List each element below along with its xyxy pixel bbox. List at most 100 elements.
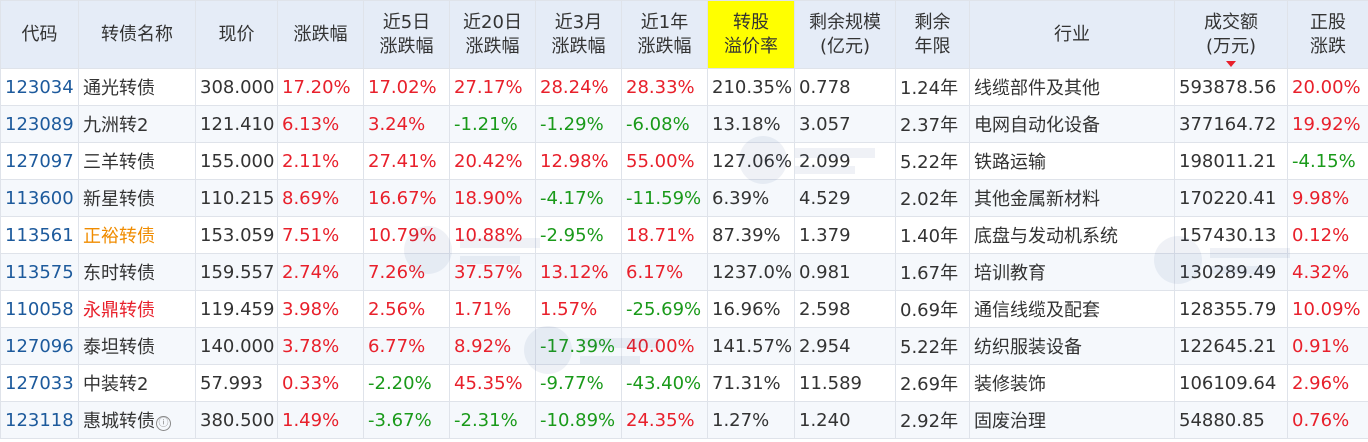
table-row[interactable]: 123118 惠城转债 ⓘ 380.500 1.49% -3.67% -2.31% -10.8… xyxy=(0,401,1368,439)
change-1y-cell: -11.59% xyxy=(621,179,708,217)
remaining-years-text: 5.22年 xyxy=(900,337,959,358)
header-change-5d[interactable]: 近5日 涨跌幅 xyxy=(363,0,450,69)
industry-cell: 通信线缆及配套 xyxy=(969,290,1175,328)
change-text: 1.49% xyxy=(282,409,340,431)
table-row[interactable]: 113600 新星转债 110.215 8.69% 16.67% 18.90% -4.17%… xyxy=(0,179,1368,217)
bond-code-cell[interactable]: 127033 xyxy=(0,364,79,402)
remaining-years-text: 1.67年 xyxy=(900,263,959,284)
remaining-scale-cell: 1.379 xyxy=(794,216,896,254)
header-change-1y[interactable]: 近1年 涨跌幅 xyxy=(621,0,708,69)
conversion-premium-cell: 141.57% xyxy=(707,327,795,365)
change-20d-text: 1.71% xyxy=(454,298,512,320)
bond-code-cell[interactable]: 113575 xyxy=(0,253,79,291)
bond-name-text: 通光转债 xyxy=(83,78,155,99)
table-row[interactable]: 113561 正裕转债 153.059 7.51% 10.79% 10.88% -2.95%… xyxy=(0,216,1368,254)
price-text: 119.459 xyxy=(200,298,275,320)
conversion-premium-cell: 16.96% xyxy=(707,290,795,328)
table-row[interactable]: 113575 东时转债 159.557 2.74% 7.26% 37.57% 13.12% 6… xyxy=(0,253,1368,291)
turnover-cell: 122645.21 xyxy=(1174,327,1288,365)
turnover-cell: 198011.21 xyxy=(1174,142,1288,180)
change-5d-text: -3.67% xyxy=(368,409,432,431)
sort-desc-arrow-icon[interactable] xyxy=(1226,61,1236,67)
info-icon[interactable]: ⓘ xyxy=(156,416,171,431)
bond-code-cell[interactable]: 113561 xyxy=(0,216,79,254)
header-bond-name[interactable]: 转债名称 xyxy=(78,0,196,69)
turnover-cell: 170220.41 xyxy=(1174,179,1288,217)
change-cell: 1.49% xyxy=(277,401,364,439)
stock-change-cell: -4.15% xyxy=(1287,142,1368,180)
bond-code-cell[interactable]: 123118 xyxy=(0,401,79,439)
change-5d-text: 2.56% xyxy=(368,298,426,320)
bond-code-cell[interactable]: 123089 xyxy=(0,105,79,143)
remaining-scale-cell: 0.981 xyxy=(794,253,896,291)
bond-code-text: 123118 xyxy=(5,409,74,431)
bond-name-cell[interactable]: 中装转2 xyxy=(78,364,196,402)
change-20d-cell: -1.21% xyxy=(449,105,536,143)
bond-name-cell[interactable]: 新星转债 xyxy=(78,179,196,217)
remaining-scale-text: 0.981 xyxy=(799,261,851,283)
change-text: 0.33% xyxy=(282,372,340,394)
bond-code-cell[interactable]: 127097 xyxy=(0,142,79,180)
header-code[interactable]: 代码 xyxy=(0,0,79,69)
stock-change-text: 0.12% xyxy=(1292,224,1350,246)
table-row[interactable]: 123034 通光转债 308.000 17.20% 17.02% 27.17% 28.24… xyxy=(0,68,1368,106)
bond-name-cell[interactable]: 通光转债 xyxy=(78,68,196,106)
bond-code-cell[interactable]: 113600 xyxy=(0,179,79,217)
header-label-line: 溢价率 xyxy=(724,35,778,57)
bond-code-cell[interactable]: 110058 xyxy=(0,290,79,328)
bond-code-text: 127097 xyxy=(5,150,74,172)
bond-name-cell[interactable]: 永鼎转债 xyxy=(78,290,196,328)
conversion-premium-text: 71.31% xyxy=(712,372,781,394)
bond-code-cell[interactable]: 123034 xyxy=(0,68,79,106)
bond-code-text: 127096 xyxy=(5,335,74,357)
header-label-line: 转股 xyxy=(733,11,769,33)
change-cell: 3.98% xyxy=(277,290,364,328)
change-5d-cell: 6.77% xyxy=(363,327,450,365)
header-price[interactable]: 现价 xyxy=(195,0,278,69)
header-change-3m[interactable]: 近3月 涨跌幅 xyxy=(535,0,622,69)
header-turnover[interactable]: 成交额 (万元) xyxy=(1174,0,1288,69)
header-conversion-premium[interactable]: 转股 溢价率 xyxy=(707,0,795,69)
change-5d-text: 10.79% xyxy=(368,224,437,246)
header-label-line: 剩余 xyxy=(914,11,951,33)
bond-name-cell[interactable]: 三羊转债 xyxy=(78,142,196,180)
price-text: 155.000 xyxy=(200,150,275,172)
change-1y-text: -11.59% xyxy=(626,187,702,209)
conversion-premium-text: 1.27% xyxy=(712,409,770,431)
change-1y-cell: -25.69% xyxy=(621,290,708,328)
table-row[interactable]: 127096 泰坦转债 140.000 3.78% 6.77% 8.92% -17.39% 4… xyxy=(0,327,1368,365)
remaining-years-cell: 1.40年 xyxy=(895,216,970,254)
remaining-scale-cell: 11.589 xyxy=(794,364,896,402)
conversion-premium-cell: 6.39% xyxy=(707,179,795,217)
header-remaining-years[interactable]: 剩余 年限 xyxy=(895,0,970,69)
table-row[interactable]: 110058 永鼎转债 119.459 3.98% 2.56% 1.71% 1.57% -25… xyxy=(0,290,1368,328)
table-row[interactable]: 127033 中装转2 57.993 0.33% -2.20% 45.35% -9.77% -… xyxy=(0,364,1368,402)
header-change[interactable]: 涨跌幅 xyxy=(277,0,364,69)
change-5d-cell: 17.02% xyxy=(363,68,450,106)
header-remaining-scale[interactable]: 剩余规模 (亿元) xyxy=(794,0,896,69)
remaining-scale-cell: 2.954 xyxy=(794,327,896,365)
bond-name-text: 东时转债 xyxy=(83,263,155,284)
change-20d-cell: 20.42% xyxy=(449,142,536,180)
table-row[interactable]: 127097 三羊转债 155.000 2.11% 27.41% 20.42% 12.98%… xyxy=(0,142,1368,180)
header-label-line: 转债名称 xyxy=(101,23,173,45)
change-cell: 2.74% xyxy=(277,253,364,291)
bond-code-cell[interactable]: 127096 xyxy=(0,327,79,365)
bond-name-cell[interactable]: 九洲转2 xyxy=(78,105,196,143)
remaining-years-cell: 2.37年 xyxy=(895,105,970,143)
header-change-20d[interactable]: 近20日 涨跌幅 xyxy=(449,0,536,69)
change-text: 7.51% xyxy=(282,224,340,246)
bond-name-cell[interactable]: 正裕转债 xyxy=(78,216,196,254)
industry-text: 铁路运输 xyxy=(974,152,1046,173)
bond-name-cell[interactable]: 惠城转债 ⓘ xyxy=(78,401,196,439)
change-5d-cell: 16.67% xyxy=(363,179,450,217)
industry-text: 纺织服装设备 xyxy=(974,337,1082,358)
turnover-text: 122645.21 xyxy=(1179,335,1277,357)
bond-name-cell[interactable]: 泰坦转债 xyxy=(78,327,196,365)
header-stock-change[interactable]: 正股 涨跌 xyxy=(1287,0,1368,69)
header-label-line: (亿元) xyxy=(819,35,871,57)
header-industry[interactable]: 行业 xyxy=(969,0,1175,69)
bond-name-cell[interactable]: 东时转债 xyxy=(78,253,196,291)
remaining-scale-cell: 1.240 xyxy=(794,401,896,439)
table-row[interactable]: 123089 九洲转2 121.410 6.13% 3.24% -1.21% -1.29% -… xyxy=(0,105,1368,143)
